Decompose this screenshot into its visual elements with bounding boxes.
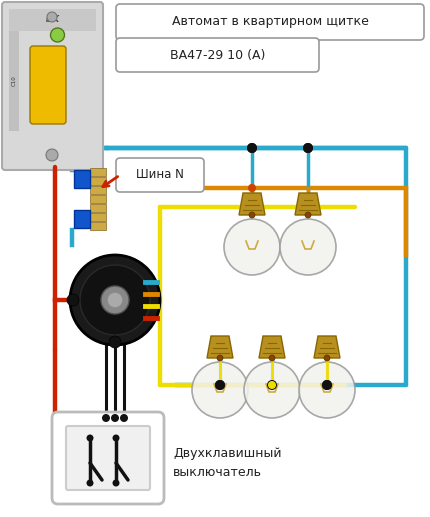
- FancyBboxPatch shape: [30, 46, 66, 124]
- Polygon shape: [314, 336, 340, 358]
- Circle shape: [324, 355, 330, 361]
- Circle shape: [50, 28, 64, 42]
- Circle shape: [322, 380, 332, 390]
- Polygon shape: [295, 193, 321, 215]
- FancyBboxPatch shape: [74, 170, 90, 188]
- Circle shape: [215, 380, 225, 390]
- Circle shape: [267, 380, 277, 390]
- FancyBboxPatch shape: [66, 426, 150, 490]
- Circle shape: [107, 292, 123, 308]
- Circle shape: [268, 381, 276, 389]
- Circle shape: [224, 219, 280, 275]
- Circle shape: [303, 143, 313, 153]
- Text: Автомат в квартирном щитке: Автомат в квартирном щитке: [172, 16, 369, 28]
- Text: C10: C10: [12, 75, 16, 86]
- Circle shape: [70, 255, 160, 345]
- Circle shape: [101, 286, 129, 314]
- Circle shape: [215, 380, 225, 390]
- Polygon shape: [239, 193, 265, 215]
- Circle shape: [217, 355, 223, 361]
- Circle shape: [299, 362, 355, 418]
- Circle shape: [111, 414, 119, 422]
- Bar: [90, 186, 106, 194]
- FancyBboxPatch shape: [74, 210, 90, 228]
- Circle shape: [46, 149, 58, 161]
- Circle shape: [322, 380, 332, 390]
- Circle shape: [216, 381, 224, 389]
- Circle shape: [305, 212, 311, 218]
- FancyBboxPatch shape: [9, 31, 19, 131]
- Circle shape: [102, 414, 110, 422]
- Polygon shape: [207, 336, 233, 358]
- Circle shape: [113, 434, 120, 442]
- FancyBboxPatch shape: [116, 158, 204, 192]
- Circle shape: [280, 219, 336, 275]
- Circle shape: [109, 336, 121, 348]
- Circle shape: [86, 434, 93, 442]
- Text: Шина N: Шина N: [136, 169, 184, 181]
- Bar: [90, 222, 106, 230]
- Circle shape: [67, 294, 79, 306]
- Circle shape: [248, 184, 256, 192]
- Circle shape: [120, 414, 128, 422]
- Circle shape: [269, 355, 275, 361]
- FancyBboxPatch shape: [2, 2, 103, 170]
- Circle shape: [244, 362, 300, 418]
- FancyBboxPatch shape: [9, 9, 96, 31]
- FancyBboxPatch shape: [116, 38, 319, 72]
- Text: ВА47-29 10 (А): ВА47-29 10 (А): [170, 49, 265, 62]
- Polygon shape: [259, 336, 285, 358]
- Circle shape: [303, 143, 313, 153]
- Circle shape: [80, 265, 150, 335]
- FancyBboxPatch shape: [52, 412, 164, 504]
- Bar: [90, 177, 106, 185]
- Text: IEK: IEK: [46, 16, 59, 24]
- Bar: [90, 213, 106, 221]
- Circle shape: [113, 479, 120, 486]
- Circle shape: [47, 12, 57, 22]
- Circle shape: [323, 381, 331, 389]
- Text: Двухклавишный
выключатель: Двухклавишный выключатель: [173, 448, 282, 479]
- Bar: [90, 168, 106, 176]
- Circle shape: [86, 479, 93, 486]
- Circle shape: [247, 143, 257, 153]
- Circle shape: [249, 212, 255, 218]
- Bar: [90, 195, 106, 203]
- Bar: [90, 204, 106, 212]
- Circle shape: [247, 143, 257, 153]
- FancyBboxPatch shape: [116, 4, 424, 40]
- Circle shape: [192, 362, 248, 418]
- Circle shape: [248, 184, 256, 192]
